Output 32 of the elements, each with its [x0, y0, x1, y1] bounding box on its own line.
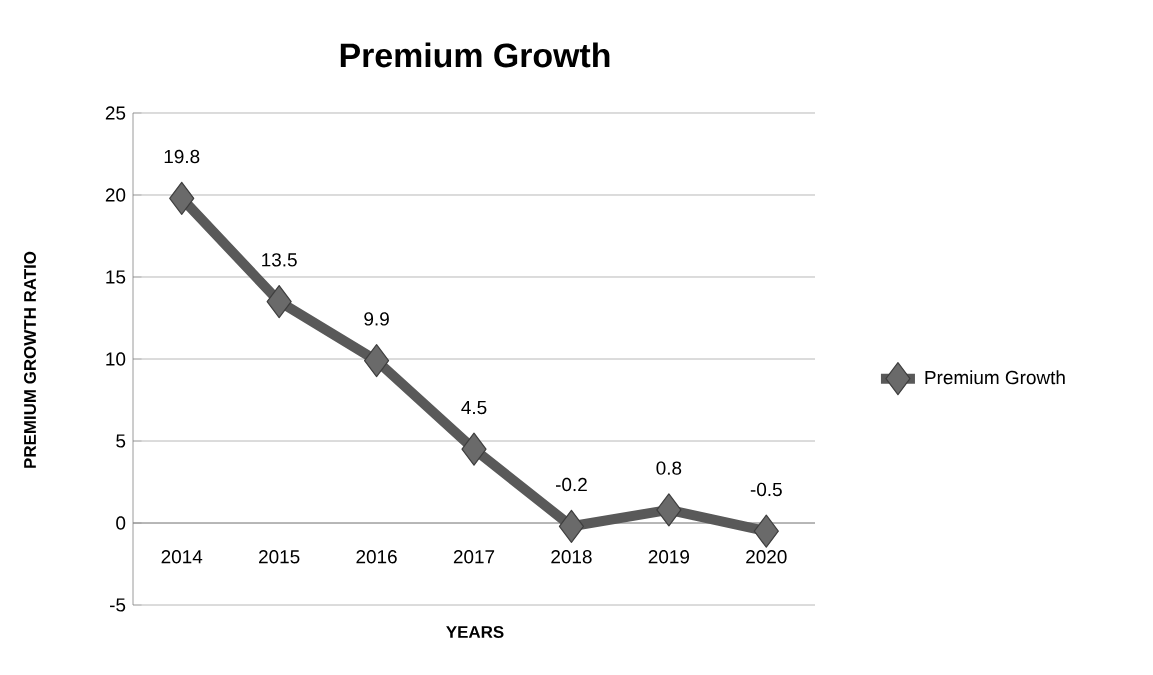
point: [266, 284, 292, 319]
data-label: 4.5: [461, 400, 487, 415]
y-tick-label: 25: [105, 106, 126, 120]
data-label: 13.5: [262, 253, 297, 267]
point: [169, 181, 195, 215]
y-tick-label: -5: [109, 598, 126, 612]
point: [656, 493, 682, 527]
x-tick-label: 2015: [259, 550, 300, 564]
data-label: 9.9: [364, 312, 389, 326]
data-label: -0.2: [555, 477, 587, 492]
y-tick-label: 15: [106, 270, 126, 284]
data-label: 0.8: [656, 461, 682, 475]
y-tick-label: 5: [116, 434, 126, 448]
y-tick-label: 20: [105, 188, 126, 202]
x-tick-label: 2020: [746, 550, 787, 564]
x-tick-label: 2016: [356, 550, 397, 564]
x-tick-label: 2014: [161, 550, 203, 564]
point: [558, 509, 585, 543]
point: [461, 432, 487, 466]
y-tick-label: 10: [106, 352, 126, 366]
point: [363, 344, 390, 378]
x-axis-title: YEARS: [446, 626, 504, 638]
x-tick-label: 2017: [453, 550, 495, 564]
chart-title: Premium Growth: [340, 42, 610, 68]
data-label: 19.8: [164, 149, 200, 164]
x-tick-label: 2019: [648, 550, 690, 564]
data-label: -0.5: [750, 482, 782, 497]
legend-label: Premium Growth: [925, 370, 1065, 385]
y-axis-title: PREMIUM GROWTH RATIO: [24, 251, 36, 468]
y-tick-label: 0: [116, 516, 126, 530]
point: [753, 514, 779, 548]
x-tick-label: 2018: [551, 550, 592, 564]
